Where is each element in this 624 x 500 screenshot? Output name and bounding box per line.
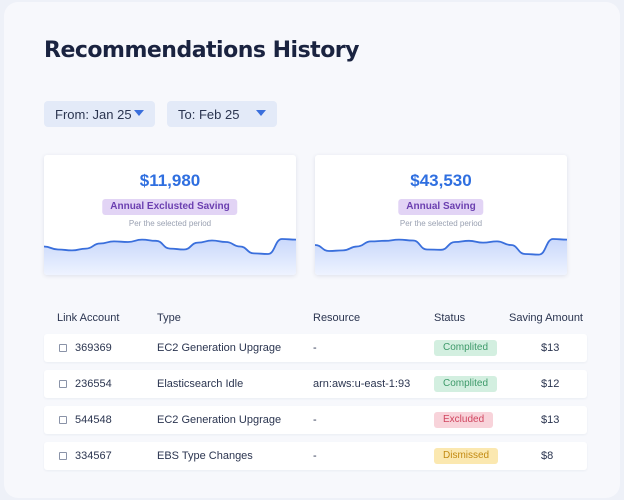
header-link-account: Link Account (57, 312, 120, 324)
to-date-label: To: Feb 25 (178, 106, 240, 122)
annual-saving-amount: $43,530 (410, 171, 472, 190)
row-checkbox[interactable] (59, 416, 67, 424)
amount-cell: $13 (541, 342, 560, 354)
recommendations-page: Recommendations History From: Jan 25 To:… (4, 2, 620, 498)
from-date-label: From: Jan 25 (55, 106, 132, 122)
account-cell: 236554 (75, 378, 112, 390)
account-cell: 544548 (75, 414, 112, 426)
excluded-saving-label: Annual Exclusted Saving (102, 199, 238, 215)
table-row: 236554 Elasticsearch Idle arn:aws:u-east… (44, 370, 587, 398)
excluded-saving-period-note: Per the selected period (128, 219, 212, 228)
sparkline-area (44, 239, 296, 275)
type-cell: Elasticsearch Idle (157, 378, 244, 390)
header-type: Type (157, 312, 181, 324)
status-badge: Excluded (434, 412, 494, 428)
account-cell: 334567 (75, 450, 112, 462)
row-checkbox[interactable] (59, 344, 67, 352)
excluded-saving-card: $11,980 Annual Exclusted Saving Per the … (44, 155, 296, 275)
annual-saving-card: $43,530 Annual Saving Per the selected p… (315, 155, 567, 275)
status-badge: Complited (434, 376, 498, 392)
excluded-saving-sparkline (44, 238, 296, 275)
annual-saving-sparkline (315, 238, 567, 275)
row-checkbox[interactable] (59, 452, 67, 460)
resource-cell: - (313, 450, 317, 462)
amount-cell: $13 (541, 414, 560, 426)
resource-cell: - (313, 342, 317, 354)
annual-saving-period-note: Per the selected period (399, 219, 483, 228)
type-cell: EC2 Generation Upgrage (157, 414, 282, 426)
amount-cell: $12 (541, 378, 560, 390)
header-status: Status (434, 312, 466, 324)
table-row: 369369 EC2 Generation Upgrage - Complite… (44, 334, 587, 362)
excluded-saving-amount: $11,980 (139, 171, 201, 190)
chevron-down-icon (134, 110, 144, 116)
table-row: 334567 EBS Type Changes - Dismissed $8 (44, 442, 587, 470)
table-row: 544548 EC2 Generation Upgrage - Excluded… (44, 406, 587, 434)
sparkline-line (315, 238, 567, 256)
from-date-dropdown[interactable]: From: Jan 25 (44, 101, 155, 127)
account-cell: 369369 (75, 342, 112, 354)
status-badge: Dismissed (434, 448, 499, 464)
to-date-dropdown[interactable]: To: Feb 25 (167, 101, 277, 127)
status-badge: Complited (434, 340, 498, 356)
resource-cell: - (313, 414, 317, 426)
chevron-down-icon (256, 110, 266, 116)
header-saving-amount: Saving Amount (509, 312, 583, 324)
type-cell: EC2 Generation Upgrage (157, 342, 282, 354)
annual-saving-label: Annual Saving (398, 199, 484, 215)
page-title: Recommendations History (44, 38, 360, 63)
amount-cell: $8 (541, 450, 554, 462)
resource-cell: arn:aws:u-east-1:93 (313, 378, 411, 390)
type-cell: EBS Type Changes (157, 450, 253, 462)
header-resource: Resource (313, 312, 361, 324)
sparkline-area (315, 239, 567, 275)
row-checkbox[interactable] (59, 380, 67, 388)
sparkline-line (44, 238, 296, 255)
